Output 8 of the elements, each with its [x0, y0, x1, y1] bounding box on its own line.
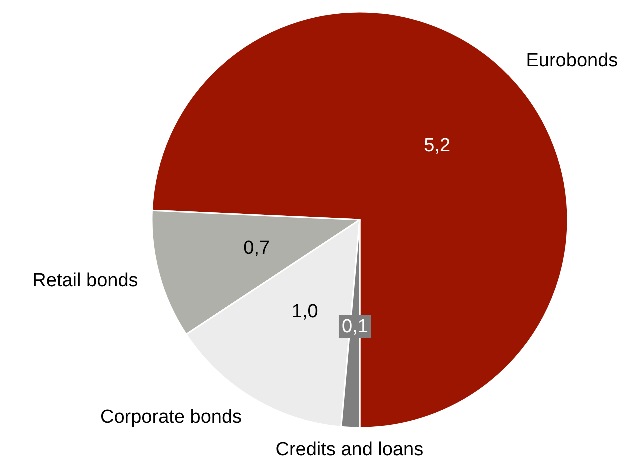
data-label: 0,7	[244, 238, 270, 259]
slice-label: Corporate bonds	[100, 406, 242, 428]
slice-label: Retail bonds	[32, 270, 138, 292]
data-label: 0,1	[342, 316, 368, 338]
data-label: 1,0	[292, 301, 318, 322]
slice-label: Eurobonds	[526, 50, 618, 72]
data-label: 5,2	[424, 136, 451, 157]
slice-label: Credits and loans	[276, 439, 424, 460]
